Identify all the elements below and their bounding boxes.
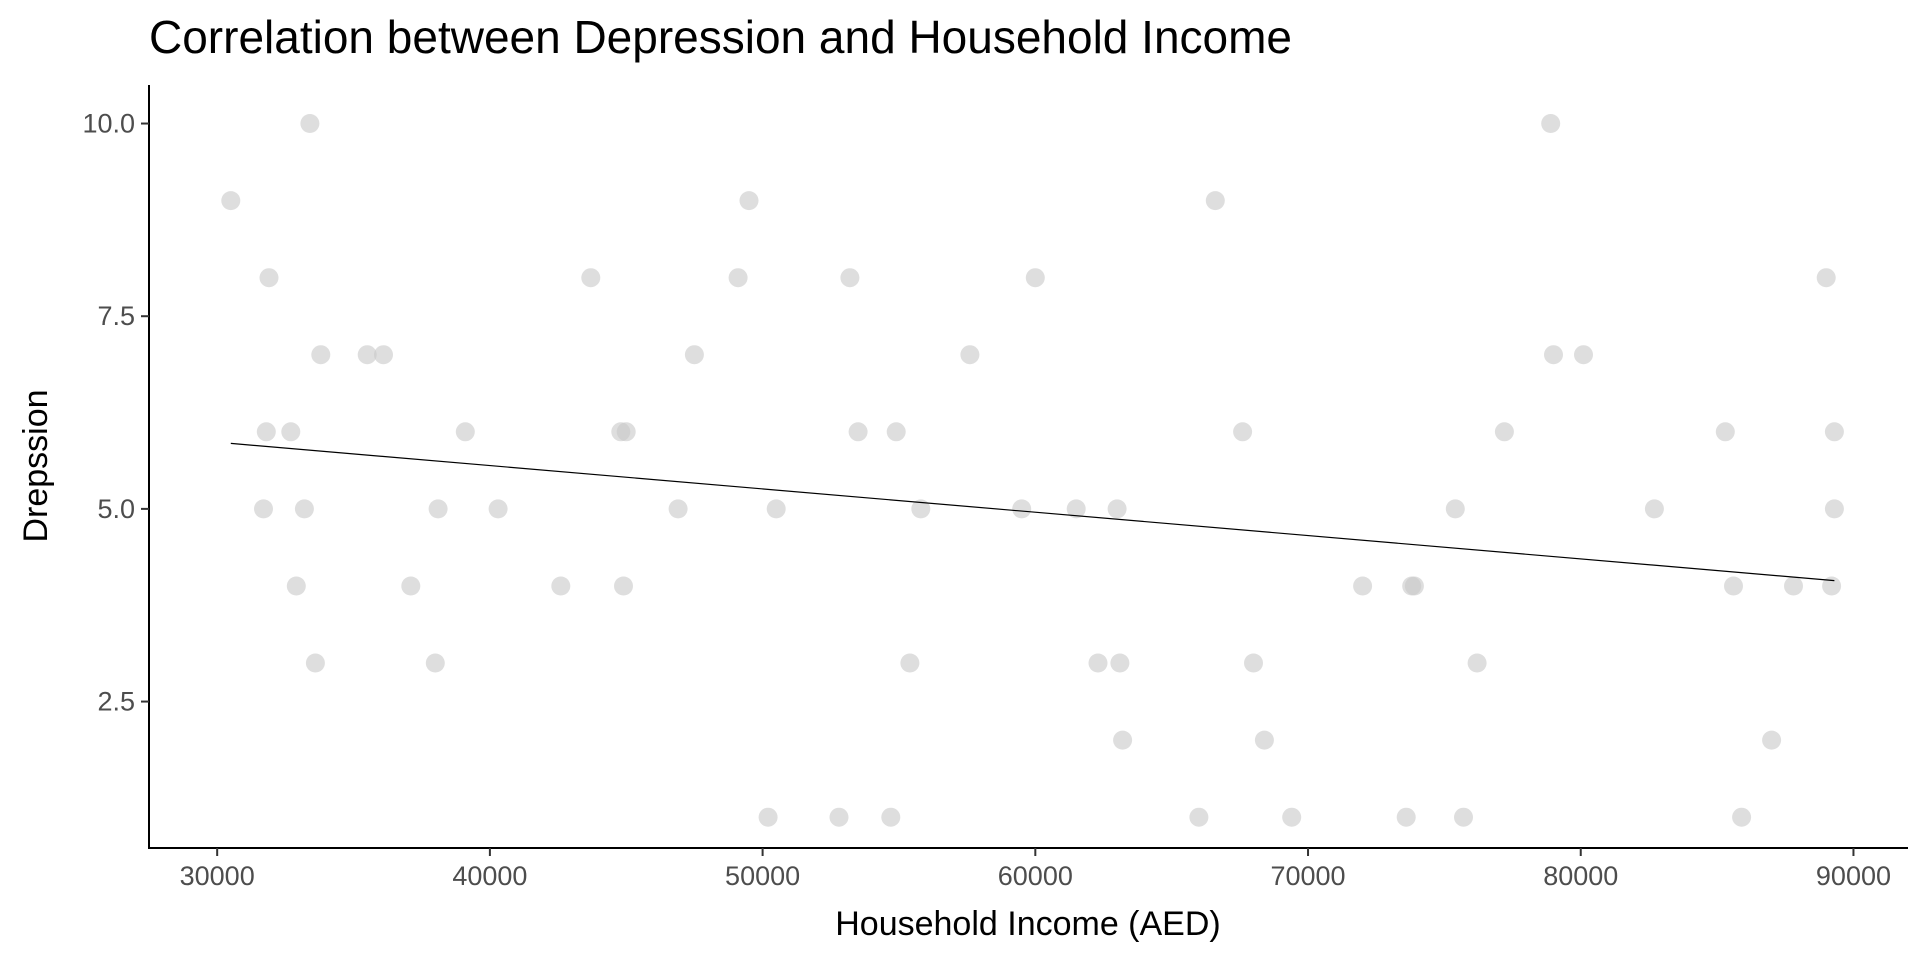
data-point [616,422,636,442]
data-point [254,499,273,519]
data-point [1396,807,1416,827]
data-point [259,268,279,288]
data-point [1205,191,1225,211]
data-point [1644,499,1664,519]
data-point [551,576,571,596]
data-point [886,422,906,442]
data-point [1233,422,1253,442]
data-point [1724,576,1743,596]
y-ticks: 2.5 5.0 7.5 10.0 [82,109,149,717]
x-tick-label: 40000 [452,861,527,891]
data-point [1445,499,1465,519]
x-tick-label: 80000 [1543,861,1618,891]
data-point [668,499,688,519]
trend-line [230,442,1835,582]
data-point [614,576,633,596]
data-point [455,422,475,442]
data-point [401,576,421,596]
data-point [1113,730,1133,750]
x-tick-label: 90000 [1816,861,1891,891]
data-point [1762,730,1782,750]
data-point [1107,499,1127,519]
x-tick-label: 30000 [180,861,255,891]
data-point [1541,114,1561,133]
data-point [1784,576,1803,596]
y-tick-label: 10.0 [82,109,135,139]
data-point [1025,268,1045,288]
data-point [840,268,860,288]
data-point [1816,268,1836,288]
data-point [848,422,868,442]
data-point [374,345,393,365]
data-point [1822,576,1842,596]
data-point [1715,422,1735,442]
x-tick-label: 50000 [725,861,800,891]
y-axis-title: Drepssion [17,389,55,542]
y-tick-label: 2.5 [97,687,135,717]
x-axis-title: Household Income (AED) [835,905,1221,943]
x-tick-label: 70000 [1270,861,1345,891]
data-point [581,268,601,288]
data-point [1012,499,1032,519]
data-point [1494,422,1514,442]
data-point [739,191,759,211]
data-point [256,422,276,442]
data-point [1066,499,1086,519]
data-point [1254,730,1274,750]
data-point [960,345,980,365]
data-point [1282,807,1302,827]
data-point [221,191,241,211]
data-point [1732,807,1752,827]
data-point [728,268,748,288]
data-point [357,345,377,365]
data-point [900,653,920,673]
data-point [428,499,448,519]
data-point [425,653,445,673]
data-point [1404,576,1424,596]
data-point [1244,653,1263,673]
data-point [286,576,306,596]
data-point [305,653,325,673]
x-ticks: 30000 40000 50000 60000 70000 80000 90000 [180,848,1891,891]
data-point [766,499,786,519]
data-point [1824,422,1844,442]
data-point [1824,499,1844,519]
data-point [829,807,849,827]
data-point [1088,653,1108,673]
chart-title: Correlation between Depression and House… [149,11,1293,63]
data-point [300,114,320,133]
x-tick-label: 60000 [998,861,1073,891]
y-tick-label: 7.5 [97,301,135,331]
points-layer [221,114,1844,827]
data-point [311,345,331,365]
data-point [488,499,508,519]
y-tick-label: 5.0 [97,494,135,524]
data-point [1454,807,1473,827]
data-point [911,499,931,519]
data-point [1574,345,1593,365]
data-point [881,807,901,827]
data-point [1467,653,1487,673]
data-point [1189,807,1209,827]
data-point [294,499,314,519]
data-point [758,807,778,827]
data-point [1110,653,1130,673]
data-point [281,422,301,442]
data-point [684,345,704,365]
data-point [1544,345,1563,365]
data-point [1353,576,1373,596]
